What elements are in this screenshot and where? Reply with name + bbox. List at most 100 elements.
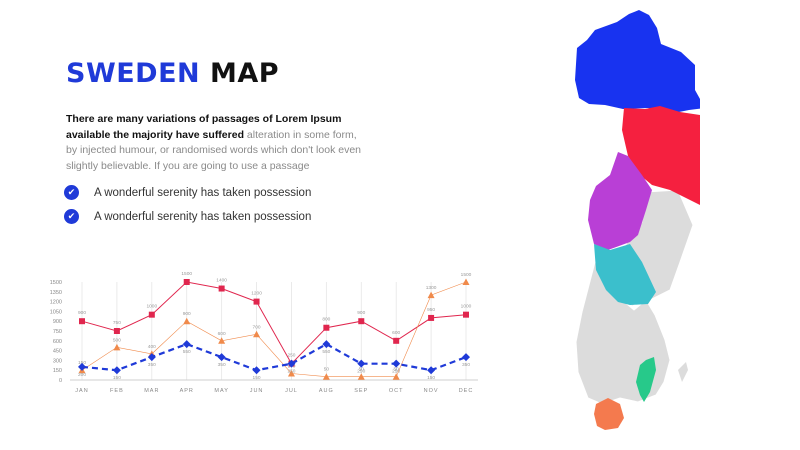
data-label: 1400 — [216, 278, 227, 284]
data-label: 200 — [78, 372, 86, 378]
data-point — [323, 324, 330, 331]
data-point — [393, 337, 400, 344]
data-point — [463, 311, 469, 318]
data-label: 1000 — [146, 304, 157, 310]
data-point — [253, 330, 261, 338]
data-label: 550 — [183, 349, 191, 355]
series-line — [81, 281, 467, 365]
region-orange[interactable] — [594, 398, 624, 430]
data-label: 550 — [322, 349, 330, 355]
y-tick-label: 300 — [53, 358, 62, 364]
sweden-map — [575, 10, 700, 430]
x-tick-label: FEB — [110, 388, 124, 394]
data-point — [357, 373, 365, 380]
data-label: 350 — [218, 362, 226, 368]
data-point — [428, 314, 435, 321]
x-tick-label: JUN — [250, 388, 264, 394]
description-rest: alteration in some form, by injected hum… — [66, 128, 361, 172]
data-point — [218, 285, 225, 292]
data-label: 600 — [218, 331, 226, 337]
data-label: 1200 — [251, 291, 262, 297]
data-point — [217, 353, 226, 362]
data-label: 900 — [357, 310, 365, 316]
data-point — [183, 317, 191, 325]
data-label: 250 — [287, 369, 295, 375]
x-tick-label: APR — [180, 388, 194, 394]
x-tick-label: AUG — [319, 388, 334, 394]
description-bold: There are many variations of passages of… — [66, 113, 342, 141]
page-title: SWEDEN MAP — [66, 58, 279, 89]
data-label: 50 — [394, 367, 400, 373]
data-label: 150 — [113, 375, 121, 381]
x-tick-label: SEP — [354, 388, 368, 394]
series-line — [81, 342, 467, 372]
data-point — [287, 369, 295, 377]
data-point — [252, 366, 261, 375]
data-point — [427, 366, 436, 375]
data-point — [182, 340, 191, 349]
y-tick-label: 1050 — [50, 309, 62, 315]
y-tick-label: 600 — [53, 339, 62, 345]
data-point — [287, 359, 296, 368]
data-label: 50 — [324, 367, 330, 373]
check-icon: ✔ — [64, 185, 79, 200]
x-tick-label: MAR — [144, 388, 159, 394]
data-point — [183, 279, 190, 285]
data-label: 500 — [113, 337, 121, 343]
region-purple[interactable] — [588, 152, 652, 250]
data-label: 400 — [148, 344, 156, 350]
data-label: 250 — [392, 369, 400, 375]
bullet-item-1: ✔ A wonderful serenity has taken possess… — [64, 185, 311, 200]
data-label: 750 — [113, 320, 121, 326]
series-line — [81, 281, 467, 377]
x-tick-label: NOV — [424, 388, 439, 394]
region-green[interactable] — [636, 357, 656, 402]
region-red[interactable] — [622, 106, 700, 205]
data-point — [357, 359, 366, 368]
map-regions — [575, 10, 700, 430]
data-label: 150 — [253, 375, 261, 381]
data-point — [253, 298, 260, 305]
y-tick-label: 150 — [53, 368, 62, 374]
data-point — [392, 373, 400, 380]
data-point — [322, 340, 331, 349]
x-tick-label: JUL — [285, 388, 298, 394]
y-tick-label: 1200 — [50, 300, 62, 306]
check-icon: ✔ — [64, 209, 79, 224]
data-label: 150 — [427, 375, 435, 381]
x-tick-label: JAN — [75, 388, 88, 394]
data-point — [79, 318, 85, 325]
y-tick-label: 450 — [53, 349, 62, 355]
title-word-sweden: SWEDEN — [66, 58, 201, 89]
data-point — [427, 291, 435, 299]
data-label: 800 — [322, 317, 330, 323]
x-tick-label: DEC — [459, 388, 474, 394]
data-label: 900 — [78, 310, 86, 316]
data-label: 250 — [357, 369, 365, 375]
x-tick-label: MAY — [214, 388, 229, 394]
data-label: 1500 — [181, 271, 192, 277]
island-grey — [678, 362, 688, 382]
data-label: 600 — [392, 330, 400, 336]
data-label: 1500 — [461, 272, 472, 278]
data-label: 350 — [462, 362, 470, 368]
data-point — [392, 359, 401, 368]
data-label: 250 — [287, 353, 295, 359]
y-tick-label: 1350 — [50, 290, 62, 296]
data-label: 900 — [183, 311, 191, 317]
data-point — [78, 362, 86, 371]
data-label: 350 — [148, 362, 156, 368]
region-teal[interactable] — [594, 244, 656, 305]
data-point — [462, 353, 470, 362]
y-tick-label: 900 — [53, 319, 62, 325]
y-tick-label: 1500 — [50, 280, 62, 286]
line-chart: 0 150 300 450 600 750 900 1050 1200 1350 1500 JAN FE… — [50, 271, 478, 394]
data-label: 700 — [253, 324, 261, 330]
data-point — [113, 328, 120, 334]
data-label: 50 — [359, 367, 365, 373]
bullet-text: A wonderful serenity has taken possessio… — [94, 186, 312, 199]
region-north-blue[interactable] — [575, 10, 700, 114]
data-label: 1300 — [426, 285, 437, 291]
description-paragraph: There are many variations of passages of… — [66, 112, 366, 174]
x-tick-label: OCT — [389, 388, 404, 394]
